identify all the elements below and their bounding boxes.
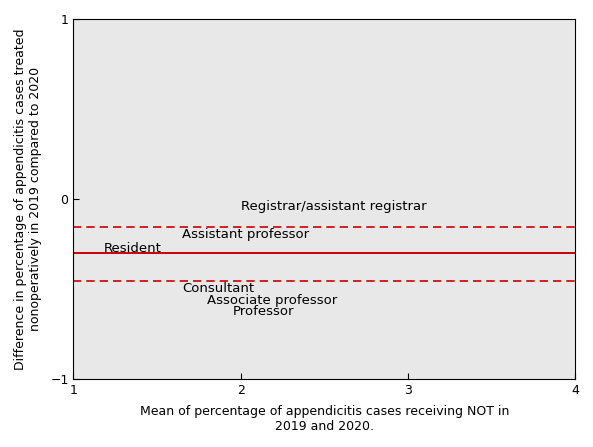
Text: Associate professor: Associate professor [207,294,337,307]
Text: Registrar/assistant registrar: Registrar/assistant registrar [241,200,426,213]
Text: Assistant professor: Assistant professor [182,228,310,240]
X-axis label: Mean of percentage of appendicitis cases receiving NOT in
2019 and 2020.: Mean of percentage of appendicitis cases… [139,405,509,433]
Text: Resident: Resident [104,242,161,255]
Text: Consultant: Consultant [182,283,254,295]
Text: Professor: Professor [232,305,294,318]
Y-axis label: Difference in percentage of appendicitis cases treated
nonoperatively in 2019 co: Difference in percentage of appendicitis… [14,28,42,370]
